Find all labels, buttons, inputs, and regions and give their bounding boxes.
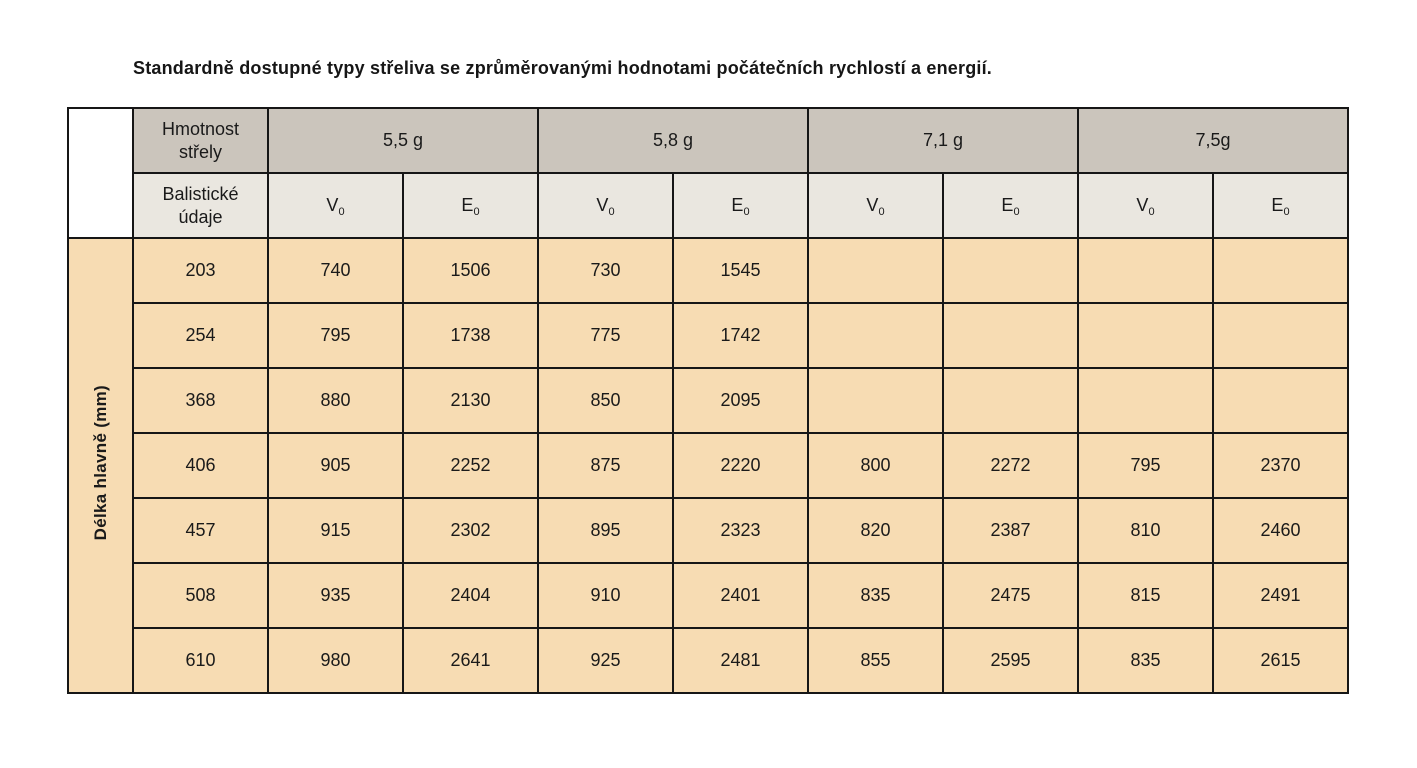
v0-header: V0 — [1077, 172, 1214, 239]
value-cell — [1077, 367, 1214, 434]
value-cell — [942, 302, 1079, 369]
barrel-length-cell: 508 — [132, 562, 269, 629]
table-row: Délka hlavně (mm) 203 740 1506 730 1545 — [67, 237, 1349, 694]
value-cell: 2252 — [402, 432, 539, 499]
value-cell: 820 — [807, 497, 944, 564]
col-header-weight-label: Hmotnost střely — [132, 107, 269, 174]
col-header-ballistic-label: Balistické údaje — [132, 172, 269, 239]
v0-header: V0 — [537, 172, 674, 239]
value-cell: 835 — [807, 562, 944, 629]
table-row: 406 905 2252 875 2220 800 2272 795 2370 — [68, 432, 1349, 499]
value-cell: 1738 — [402, 302, 539, 369]
value-cell: 2460 — [1212, 497, 1349, 564]
table-row: 254 795 1738 775 1742 — [68, 302, 1349, 369]
value-cell: 2404 — [402, 562, 539, 629]
value-cell — [807, 302, 944, 369]
value-cell: 915 — [267, 497, 404, 564]
weight-group-header-5-8g: 5,8 g — [537, 107, 809, 174]
v0-header: V0 — [807, 172, 944, 239]
table-row: 368 880 2130 850 2095 — [68, 367, 1349, 434]
ammo-ballistics-table: Hmotnost střely 5,5 g 5,8 g 7,1 g 7,5g B… — [67, 107, 1349, 694]
value-cell — [942, 237, 1079, 304]
barrel-length-cell: 254 — [132, 302, 269, 369]
weight-group-header-7-1g: 7,1 g — [807, 107, 1079, 174]
value-cell — [1212, 237, 1349, 304]
value-cell — [1212, 367, 1349, 434]
value-cell — [807, 237, 944, 304]
value-cell: 795 — [267, 302, 404, 369]
value-cell: 2095 — [672, 367, 809, 434]
value-cell: 2491 — [1212, 562, 1349, 629]
corner-spacer — [67, 107, 134, 239]
value-cell: 935 — [267, 562, 404, 629]
value-cell: 2401 — [672, 562, 809, 629]
table-row: 457 915 2302 895 2323 820 2387 810 2460 — [68, 497, 1349, 564]
value-cell: 1545 — [672, 237, 809, 304]
value-cell — [942, 367, 1079, 434]
weight-group-header-5-5g: 5,5 g — [267, 107, 539, 174]
value-cell — [1077, 302, 1214, 369]
header-row-weights: Hmotnost střely 5,5 g 5,8 g 7,1 g 7,5g — [67, 107, 1349, 239]
value-cell — [1212, 302, 1349, 369]
page-title: Standardně dostupné typy střeliva se zpr… — [133, 58, 993, 78]
header-row-ballistic: Balistické údaje V0 E0 V0 E0 V0 E0 V0 E0 — [68, 172, 1349, 239]
value-cell: 925 — [537, 627, 674, 694]
e0-header: E0 — [402, 172, 539, 239]
e0-header: E0 — [672, 172, 809, 239]
barrel-length-cell: 406 — [132, 432, 269, 499]
barrel-length-cell: 368 — [132, 367, 269, 434]
value-cell: 910 — [537, 562, 674, 629]
value-cell: 880 — [267, 367, 404, 434]
value-cell — [807, 367, 944, 434]
value-cell: 1506 — [402, 237, 539, 304]
value-cell: 800 — [807, 432, 944, 499]
weight-group-header-7-5g: 7,5g — [1077, 107, 1349, 174]
value-cell: 895 — [537, 497, 674, 564]
barrel-length-cell: 457 — [132, 497, 269, 564]
value-cell: 740 — [267, 237, 404, 304]
value-cell: 795 — [1077, 432, 1214, 499]
value-cell: 850 — [537, 367, 674, 434]
barrel-length-cell: 203 — [132, 237, 269, 304]
e0-header: E0 — [1212, 172, 1349, 239]
v0-header: V0 — [267, 172, 404, 239]
value-cell: 835 — [1077, 627, 1214, 694]
value-cell: 2130 — [402, 367, 539, 434]
value-cell: 2272 — [942, 432, 1079, 499]
value-cell — [1077, 237, 1214, 304]
value-cell: 875 — [537, 432, 674, 499]
value-cell: 2595 — [942, 627, 1079, 694]
barrel-length-cell: 610 — [132, 627, 269, 694]
value-cell: 980 — [267, 627, 404, 694]
value-cell: 2323 — [672, 497, 809, 564]
value-cell: 1742 — [672, 302, 809, 369]
value-cell: 905 — [267, 432, 404, 499]
value-cell: 810 — [1077, 497, 1214, 564]
row-axis-label: Délka hlavně (mm) — [67, 237, 134, 694]
value-cell: 2641 — [402, 627, 539, 694]
value-cell: 730 — [537, 237, 674, 304]
value-cell: 2481 — [672, 627, 809, 694]
value-cell: 815 — [1077, 562, 1214, 629]
value-cell: 2387 — [942, 497, 1079, 564]
value-cell: 855 — [807, 627, 944, 694]
value-cell: 2370 — [1212, 432, 1349, 499]
value-cell: 2475 — [942, 562, 1079, 629]
e0-header: E0 — [942, 172, 1079, 239]
table-row: 508 935 2404 910 2401 835 2475 815 2491 — [68, 562, 1349, 629]
value-cell: 2615 — [1212, 627, 1349, 694]
value-cell: 2302 — [402, 497, 539, 564]
value-cell: 775 — [537, 302, 674, 369]
table-row: 610 980 2641 925 2481 855 2595 835 2615 — [68, 627, 1349, 694]
value-cell: 2220 — [672, 432, 809, 499]
